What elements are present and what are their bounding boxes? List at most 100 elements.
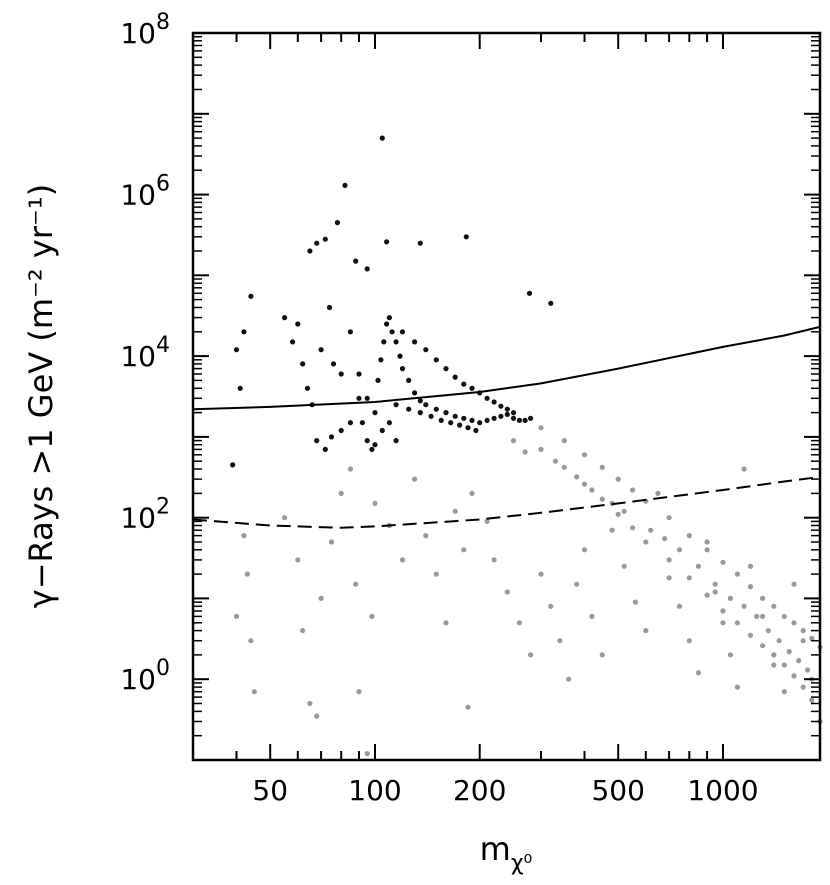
- data-point: [433, 357, 439, 363]
- x-tick-labels: 50 100 200 500 1000: [252, 774, 758, 807]
- data-point: [643, 628, 649, 634]
- data-point: [384, 321, 390, 327]
- data-point: [621, 508, 627, 514]
- data-point: [704, 547, 710, 553]
- data-point: [704, 539, 710, 545]
- data-point: [364, 751, 370, 757]
- data-point: [747, 632, 754, 638]
- data-point: [727, 652, 734, 658]
- data-point: [384, 239, 390, 245]
- data-point: [800, 628, 806, 634]
- data-point: [498, 403, 504, 409]
- data-point: [599, 496, 605, 502]
- x-tick-label: 200: [453, 774, 506, 807]
- y-tick-label: 104: [120, 333, 170, 373]
- data-point: [233, 347, 240, 353]
- data-point: [393, 402, 399, 408]
- data-point: [244, 571, 250, 577]
- data-point: [417, 410, 423, 416]
- data-point: [805, 667, 811, 673]
- data-point: [372, 442, 378, 448]
- data-point: [771, 603, 777, 609]
- data-point: [233, 613, 240, 620]
- data-point: [720, 608, 726, 614]
- data-point: [771, 662, 777, 668]
- data-point: [364, 266, 370, 272]
- data-point: [662, 536, 668, 542]
- data-point: [632, 599, 639, 605]
- data-point: [381, 339, 387, 345]
- data-point: [526, 290, 533, 296]
- data-point: [552, 458, 559, 464]
- data-point: [330, 361, 337, 367]
- data-point: [574, 581, 580, 587]
- data-point: [609, 527, 615, 533]
- data-point: [307, 700, 313, 707]
- x-axis-title: mχ⁰: [480, 830, 533, 876]
- data-point: [791, 620, 797, 626]
- data-point: [786, 649, 792, 655]
- data-point: [504, 589, 510, 595]
- data-point: [712, 589, 718, 595]
- data-point: [364, 438, 370, 444]
- data-point: [338, 371, 344, 377]
- data-point: [423, 347, 429, 353]
- data-point: [465, 425, 471, 431]
- x-axis-title-main: m: [480, 830, 511, 868]
- data-point: [328, 539, 335, 545]
- data-point: [800, 684, 806, 690]
- data-point: [771, 652, 777, 658]
- data-point: [741, 603, 747, 609]
- data-point: [510, 410, 517, 416]
- data-point: [510, 415, 517, 421]
- data-point: [443, 366, 449, 372]
- data-point: [386, 315, 392, 321]
- data-point: [353, 258, 359, 264]
- x-axis-title-subscript: χ⁰: [511, 851, 533, 876]
- data-point: [548, 300, 554, 306]
- data-point: [477, 420, 483, 426]
- data-point: [417, 240, 423, 246]
- data-point: [504, 411, 510, 417]
- data-point: [491, 399, 497, 405]
- data-point: [727, 595, 734, 602]
- data-point: [457, 422, 463, 428]
- data-point: [282, 315, 288, 321]
- data-point: [372, 500, 378, 506]
- data-point: [615, 511, 621, 517]
- data-point: [666, 575, 672, 581]
- data-point: [522, 449, 528, 455]
- x-tick-label: 100: [348, 774, 401, 807]
- data-point: [599, 652, 605, 658]
- data-point: [318, 347, 324, 353]
- data-point: [379, 135, 385, 141]
- data-point: [304, 385, 311, 391]
- data-point: [443, 620, 449, 626]
- data-point: [574, 474, 580, 480]
- data-point: [557, 638, 563, 644]
- data-point: [516, 417, 523, 423]
- data-point: [322, 446, 328, 452]
- data-point: [589, 487, 595, 493]
- data-point: [484, 518, 490, 525]
- data-point: [369, 446, 375, 452]
- data-point: [399, 366, 406, 372]
- data-point: [589, 613, 595, 620]
- data-point: [491, 557, 497, 563]
- data-point: [452, 508, 458, 514]
- data-point: [465, 704, 471, 710]
- data-point: [322, 236, 328, 242]
- data-point: [686, 533, 692, 539]
- data-point: [443, 410, 449, 416]
- data-point: [433, 571, 439, 577]
- data-point: [397, 353, 403, 359]
- plot-frame: [191, 31, 822, 762]
- data-point: [498, 413, 504, 419]
- data-point: [528, 415, 534, 421]
- data-point: [452, 374, 458, 380]
- data-point: [295, 321, 301, 327]
- data-point: [781, 613, 787, 620]
- data-point: [406, 406, 412, 412]
